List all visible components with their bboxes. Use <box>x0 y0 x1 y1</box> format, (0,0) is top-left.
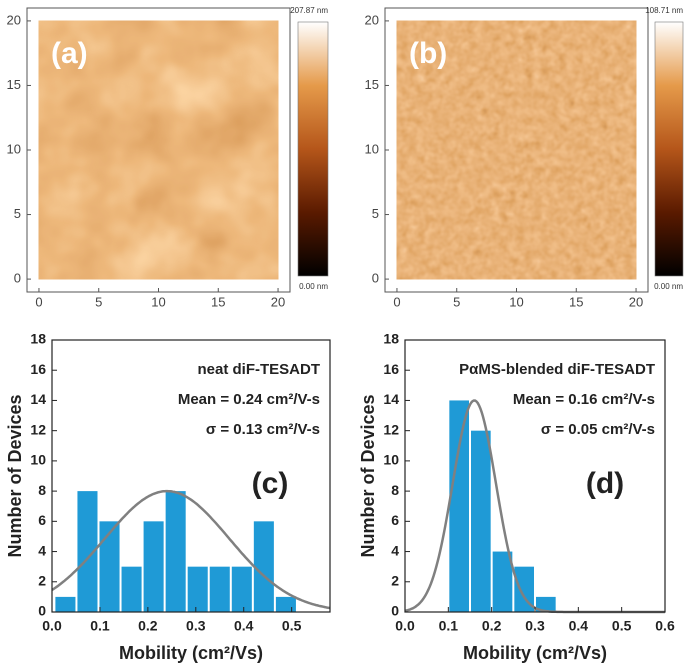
y-tick-label: 8 <box>391 482 399 498</box>
y-tick-label: 0 <box>372 271 379 286</box>
x-tick-label: 0.5 <box>612 618 632 634</box>
x-tick-label: 20 <box>271 294 285 309</box>
colorbar-min-label: 0.00 nm <box>299 282 328 291</box>
histogram-bar <box>165 491 186 612</box>
colorbar-min-label: 0.00 nm <box>654 282 683 291</box>
histogram-bar <box>231 566 252 612</box>
y-tick-label: 14 <box>383 391 399 407</box>
y-tick-label: 18 <box>30 331 46 347</box>
afm-image <box>396 20 637 280</box>
x-tick-label: 5 <box>453 294 460 309</box>
x-tick-label: 15 <box>569 294 583 309</box>
colorbar-max-label: 108.71 nm <box>645 6 683 15</box>
annotation: σ = 0.05 cm²/V-s <box>541 421 655 438</box>
y-tick-label: 10 <box>7 141 21 156</box>
panel-label: (a) <box>51 37 88 70</box>
y-tick-label: 4 <box>38 542 46 558</box>
axes-frame <box>51 339 331 613</box>
x-tick-label: 10 <box>509 294 523 309</box>
y-axis-title: Number of Devices <box>358 394 378 557</box>
x-tick-label: 0.2 <box>482 618 502 634</box>
x-tick-label: 0.2 <box>138 618 158 634</box>
colorbar <box>654 21 684 277</box>
x-tick-label: 0.5 <box>282 618 302 634</box>
y-tick-label: 6 <box>391 512 399 528</box>
y-axis-title: Number of Devices <box>5 394 25 557</box>
histogram-bar <box>492 551 513 612</box>
y-tick-label: 15 <box>7 77 21 92</box>
y-tick-label: 2 <box>38 572 46 588</box>
x-tick-label: 20 <box>629 294 643 309</box>
y-tick-label: 5 <box>14 206 21 221</box>
annotation: Mean = 0.16 cm²/V-s <box>513 391 655 408</box>
x-tick-label: 0.3 <box>525 618 545 634</box>
annotation: neat diF-TESADT <box>198 361 321 378</box>
colorbar <box>297 21 329 277</box>
x-tick-label: 10 <box>151 294 165 309</box>
x-tick-label: 0.4 <box>234 618 254 634</box>
histogram-bar <box>275 596 296 612</box>
y-tick-label: 10 <box>30 452 46 468</box>
histogram-bar <box>536 596 556 612</box>
y-tick-label: 16 <box>383 361 399 377</box>
y-tick-label: 6 <box>38 512 46 528</box>
histogram-bar <box>253 521 274 612</box>
y-tick-label: 10 <box>365 141 379 156</box>
y-tick-label: 15 <box>365 77 379 92</box>
x-tick-label: 5 <box>95 294 102 309</box>
histogram-bar <box>471 430 491 612</box>
fit-curve <box>51 489 331 610</box>
y-tick-label: 4 <box>391 542 399 558</box>
y-tick-label: 0 <box>38 603 46 619</box>
x-axis-title: Mobility (cm²/Vs) <box>119 643 263 663</box>
annotation: Mean = 0.24 cm²/V-s <box>178 391 320 408</box>
y-tick-label: 10 <box>383 452 399 468</box>
y-tick-label: 14 <box>30 391 46 407</box>
afm-image <box>38 20 279 280</box>
y-tick-label: 20 <box>365 12 379 27</box>
histogram-bar <box>143 521 164 612</box>
x-tick-label: 0.0 <box>42 618 62 634</box>
y-tick-label: 18 <box>383 331 399 347</box>
x-tick-label: 0 <box>393 294 400 309</box>
histogram-bar <box>449 400 469 612</box>
x-tick-label: 0 <box>35 294 42 309</box>
histogram-bar <box>77 491 98 612</box>
histogram-bar <box>121 566 142 612</box>
x-tick-label: 0.4 <box>569 618 589 634</box>
y-tick-label: 20 <box>7 12 21 27</box>
histogram-bar <box>187 566 208 612</box>
y-tick-label: 0 <box>14 271 21 286</box>
histogram-bar <box>99 521 120 612</box>
histogram-bar <box>55 596 76 612</box>
histogram-bar <box>209 566 230 612</box>
annotation: σ = 0.13 cm²/V-s <box>206 421 320 438</box>
panel-label: (c) <box>252 467 289 500</box>
x-axis-title: Mobility (cm²/Vs) <box>463 643 607 663</box>
x-tick-label: 0.6 <box>655 618 675 634</box>
y-tick-label: 0 <box>391 603 399 619</box>
annotation: PαMS-blended diF-TESADT <box>459 361 655 378</box>
histogram-bar <box>514 566 534 612</box>
y-tick-label: 8 <box>38 482 46 498</box>
y-tick-label: 5 <box>372 206 379 221</box>
y-tick-label: 2 <box>391 572 399 588</box>
x-tick-label: 0.1 <box>439 618 459 634</box>
panel-label: (d) <box>586 467 624 500</box>
x-tick-label: 0.0 <box>395 618 415 634</box>
colorbar-max-label: 207.87 nm <box>290 6 328 15</box>
x-tick-label: 15 <box>211 294 225 309</box>
axes-frame <box>404 339 666 613</box>
panel-label: (b) <box>409 37 447 70</box>
y-tick-label: 12 <box>383 421 399 437</box>
x-tick-label: 0.3 <box>186 618 206 634</box>
x-tick-label: 0.1 <box>90 618 110 634</box>
y-tick-label: 16 <box>30 361 46 377</box>
y-tick-label: 12 <box>30 421 46 437</box>
